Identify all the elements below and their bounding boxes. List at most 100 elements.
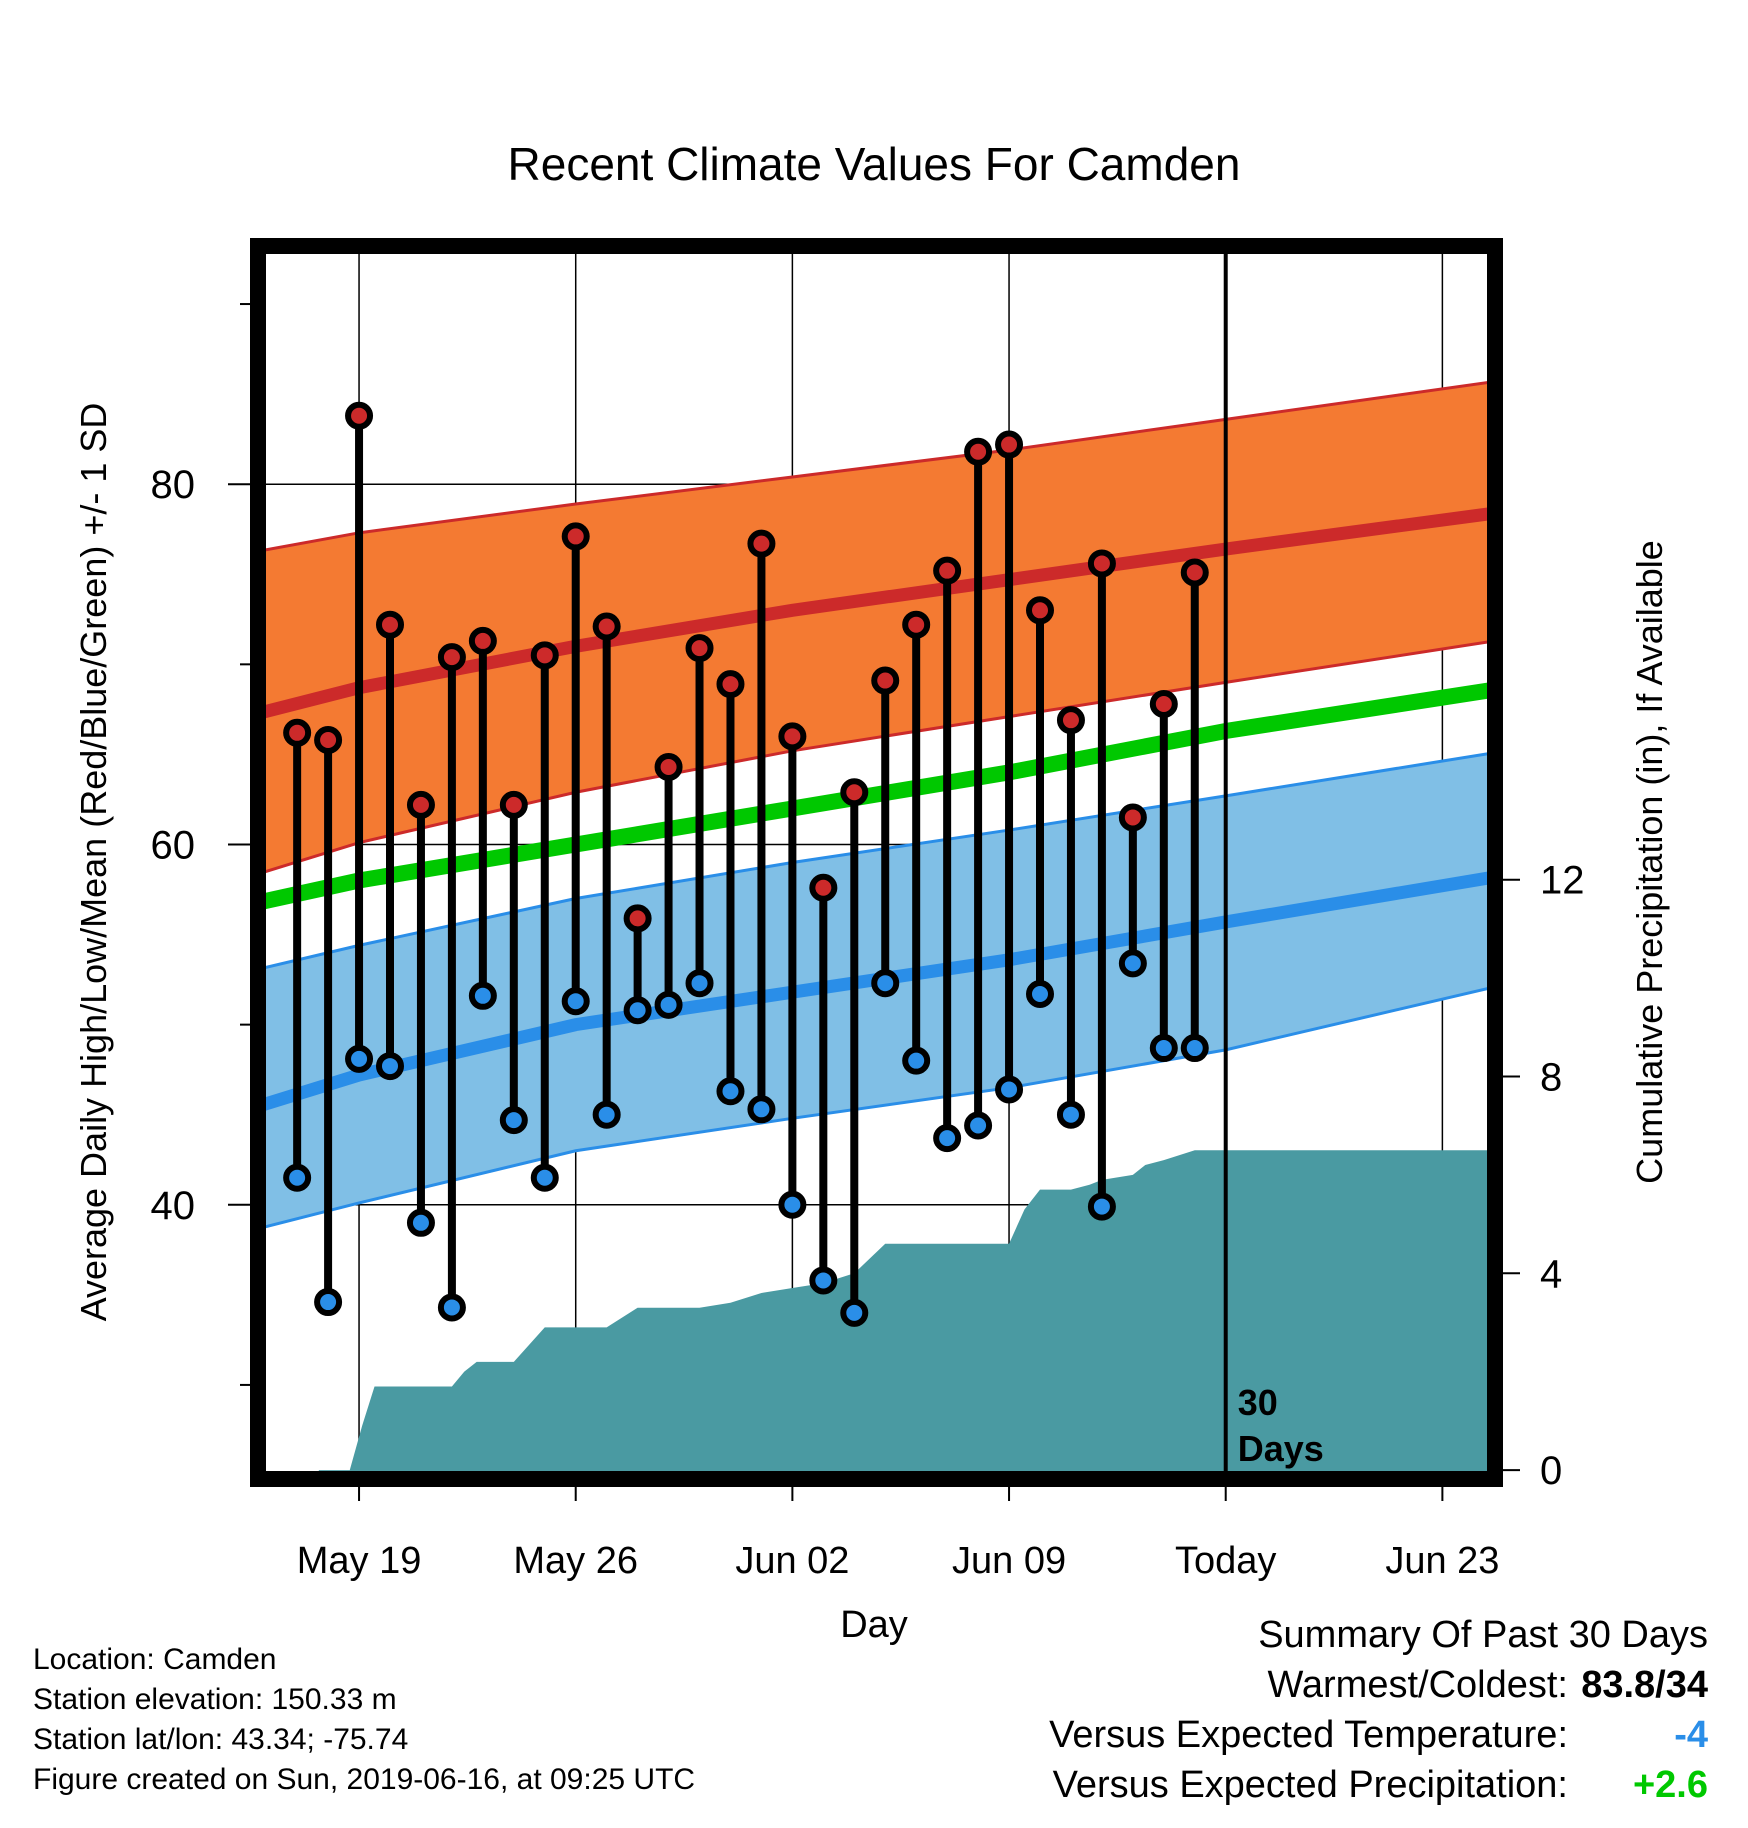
low-point-21 — [933, 1124, 962, 1153]
low-point-5 — [437, 1293, 466, 1322]
low-point-9 — [561, 987, 590, 1016]
high-point-18 — [840, 778, 869, 807]
high-point-23 — [995, 430, 1024, 459]
low-point-26 — [1087, 1192, 1116, 1221]
warmest-label: Warmest/Coldest: — [1267, 1664, 1568, 1706]
high-sd-band — [260, 381, 1495, 874]
summary-heading: Summary Of Past 30 Days — [1258, 1614, 1708, 1656]
y2-tick-label-2: 8 — [1540, 1056, 1562, 1100]
summary-panel: Summary Of Past 30 Days Warmest/Coldest:… — [1049, 1610, 1708, 1810]
latlon-text: Station lat/lon: 43.34; -75.74 — [33, 1723, 409, 1756]
high-point-27 — [1118, 803, 1147, 832]
x-axis-label: Day — [840, 1604, 908, 1646]
low-point-7 — [499, 1106, 528, 1135]
low-point-2 — [345, 1044, 374, 1073]
high-point-7 — [499, 790, 528, 819]
high-point-3 — [376, 610, 404, 639]
summary-warmest-row: Warmest/Coldest: 83.8/34 — [1049, 1660, 1708, 1710]
y2-tick-label-3: 12 — [1540, 859, 1585, 903]
axes: May 19 May 26 Jun 02 Jun 09 Today Jun 23 40 60 8… — [151, 303, 1585, 1582]
high-point-28 — [1149, 689, 1178, 718]
precip-area — [318, 1150, 1495, 1475]
x-tick-label-0: May 19 — [297, 1540, 422, 1582]
high-point-5 — [437, 643, 466, 672]
high-point-24 — [1026, 596, 1054, 625]
today-label-line1: 30 — [1238, 1382, 1278, 1423]
high-point-17 — [809, 873, 838, 902]
low-point-27 — [1118, 949, 1147, 978]
y-tick-label-1: 60 — [151, 823, 196, 867]
summary-precip-row: Versus Expected Precipitation: +2.6 — [1049, 1760, 1708, 1810]
low-point-16 — [778, 1190, 807, 1219]
low-point-12 — [654, 990, 683, 1019]
y2-tick-label-1: 4 — [1540, 1252, 1562, 1296]
low-point-15 — [747, 1095, 776, 1124]
high-point-9 — [561, 522, 590, 551]
low-point-23 — [995, 1075, 1024, 1104]
high-point-22 — [964, 437, 993, 466]
plot-area — [260, 250, 1495, 1475]
normals-layer — [260, 380, 1495, 1230]
low-point-1 — [314, 1288, 343, 1317]
high-point-26 — [1087, 549, 1116, 578]
y-tick-label-2: 80 — [151, 463, 196, 507]
x-tick-label-1: May 26 — [513, 1540, 638, 1582]
low-point-29 — [1180, 1034, 1209, 1063]
low-point-13 — [685, 969, 714, 998]
high-point-19 — [871, 666, 900, 695]
low-point-8 — [530, 1163, 559, 1192]
daily-dots — [283, 401, 1209, 1327]
low-point-25 — [1056, 1100, 1085, 1129]
low-point-14 — [716, 1077, 745, 1106]
elevation-text: Station elevation: 150.33 m — [33, 1683, 397, 1716]
temp-value: -4 — [1674, 1714, 1708, 1756]
high-point-25 — [1056, 706, 1085, 735]
low-point-22 — [964, 1111, 993, 1140]
plot-frame — [250, 238, 1503, 1487]
y2-axis-label: Cumulative Precipitation (in), If Availa… — [1629, 540, 1670, 1184]
high-point-8 — [530, 641, 559, 670]
precip-value: +2.6 — [1632, 1764, 1708, 1806]
low-point-17 — [809, 1266, 838, 1295]
warmest-value: 83.8/34 — [1581, 1664, 1708, 1706]
x-tick-label-4: Today — [1175, 1540, 1276, 1582]
high-point-20 — [902, 610, 931, 639]
station-info: Location: Camden Station elevation: 150.… — [33, 1640, 695, 1800]
low-point-3 — [376, 1052, 404, 1081]
high-point-12 — [654, 753, 683, 782]
high-point-21 — [933, 556, 962, 585]
x-tick-label-2: Jun 02 — [735, 1540, 849, 1582]
high-point-10 — [592, 612, 621, 641]
high-point-15 — [747, 529, 776, 558]
daily-range-bars — [293, 415, 1199, 1313]
low-point-10 — [592, 1100, 621, 1129]
high-point-14 — [716, 670, 745, 699]
low-point-24 — [1026, 980, 1054, 1009]
low-point-6 — [468, 981, 497, 1010]
y-axis-label: Average Daily High/Low/Mean (Red/Blue/Gr… — [73, 403, 114, 1322]
x-tick-label-5: Jun 23 — [1385, 1540, 1499, 1582]
high-point-6 — [468, 626, 497, 655]
low-point-19 — [871, 969, 900, 998]
high-point-16 — [778, 722, 807, 751]
high-point-1 — [314, 726, 343, 754]
precip-label: Versus Expected Precipitation: — [1052, 1764, 1568, 1806]
low-point-0 — [283, 1163, 312, 1192]
low-point-4 — [406, 1208, 435, 1237]
y-tick-label-0: 40 — [151, 1184, 196, 1228]
today-label-line2: Days — [1238, 1428, 1324, 1469]
high-point-4 — [406, 790, 435, 819]
low-point-28 — [1149, 1034, 1178, 1063]
low-point-20 — [902, 1046, 931, 1075]
created-text: Figure created on Sun, 2019-06-16, at 09… — [33, 1763, 696, 1796]
high-point-2 — [345, 401, 374, 430]
summary-temp-row: Versus Expected Temperature: -4 — [1049, 1710, 1708, 1760]
high-point-0 — [283, 718, 312, 747]
temp-label: Versus Expected Temperature: — [1049, 1714, 1568, 1756]
low-point-11 — [623, 996, 652, 1025]
x-tick-label-3: Jun 09 — [952, 1540, 1066, 1582]
low-point-18 — [840, 1298, 869, 1327]
high-point-13 — [685, 634, 714, 663]
chart-title: Recent Climate Values For Camden — [508, 138, 1241, 190]
